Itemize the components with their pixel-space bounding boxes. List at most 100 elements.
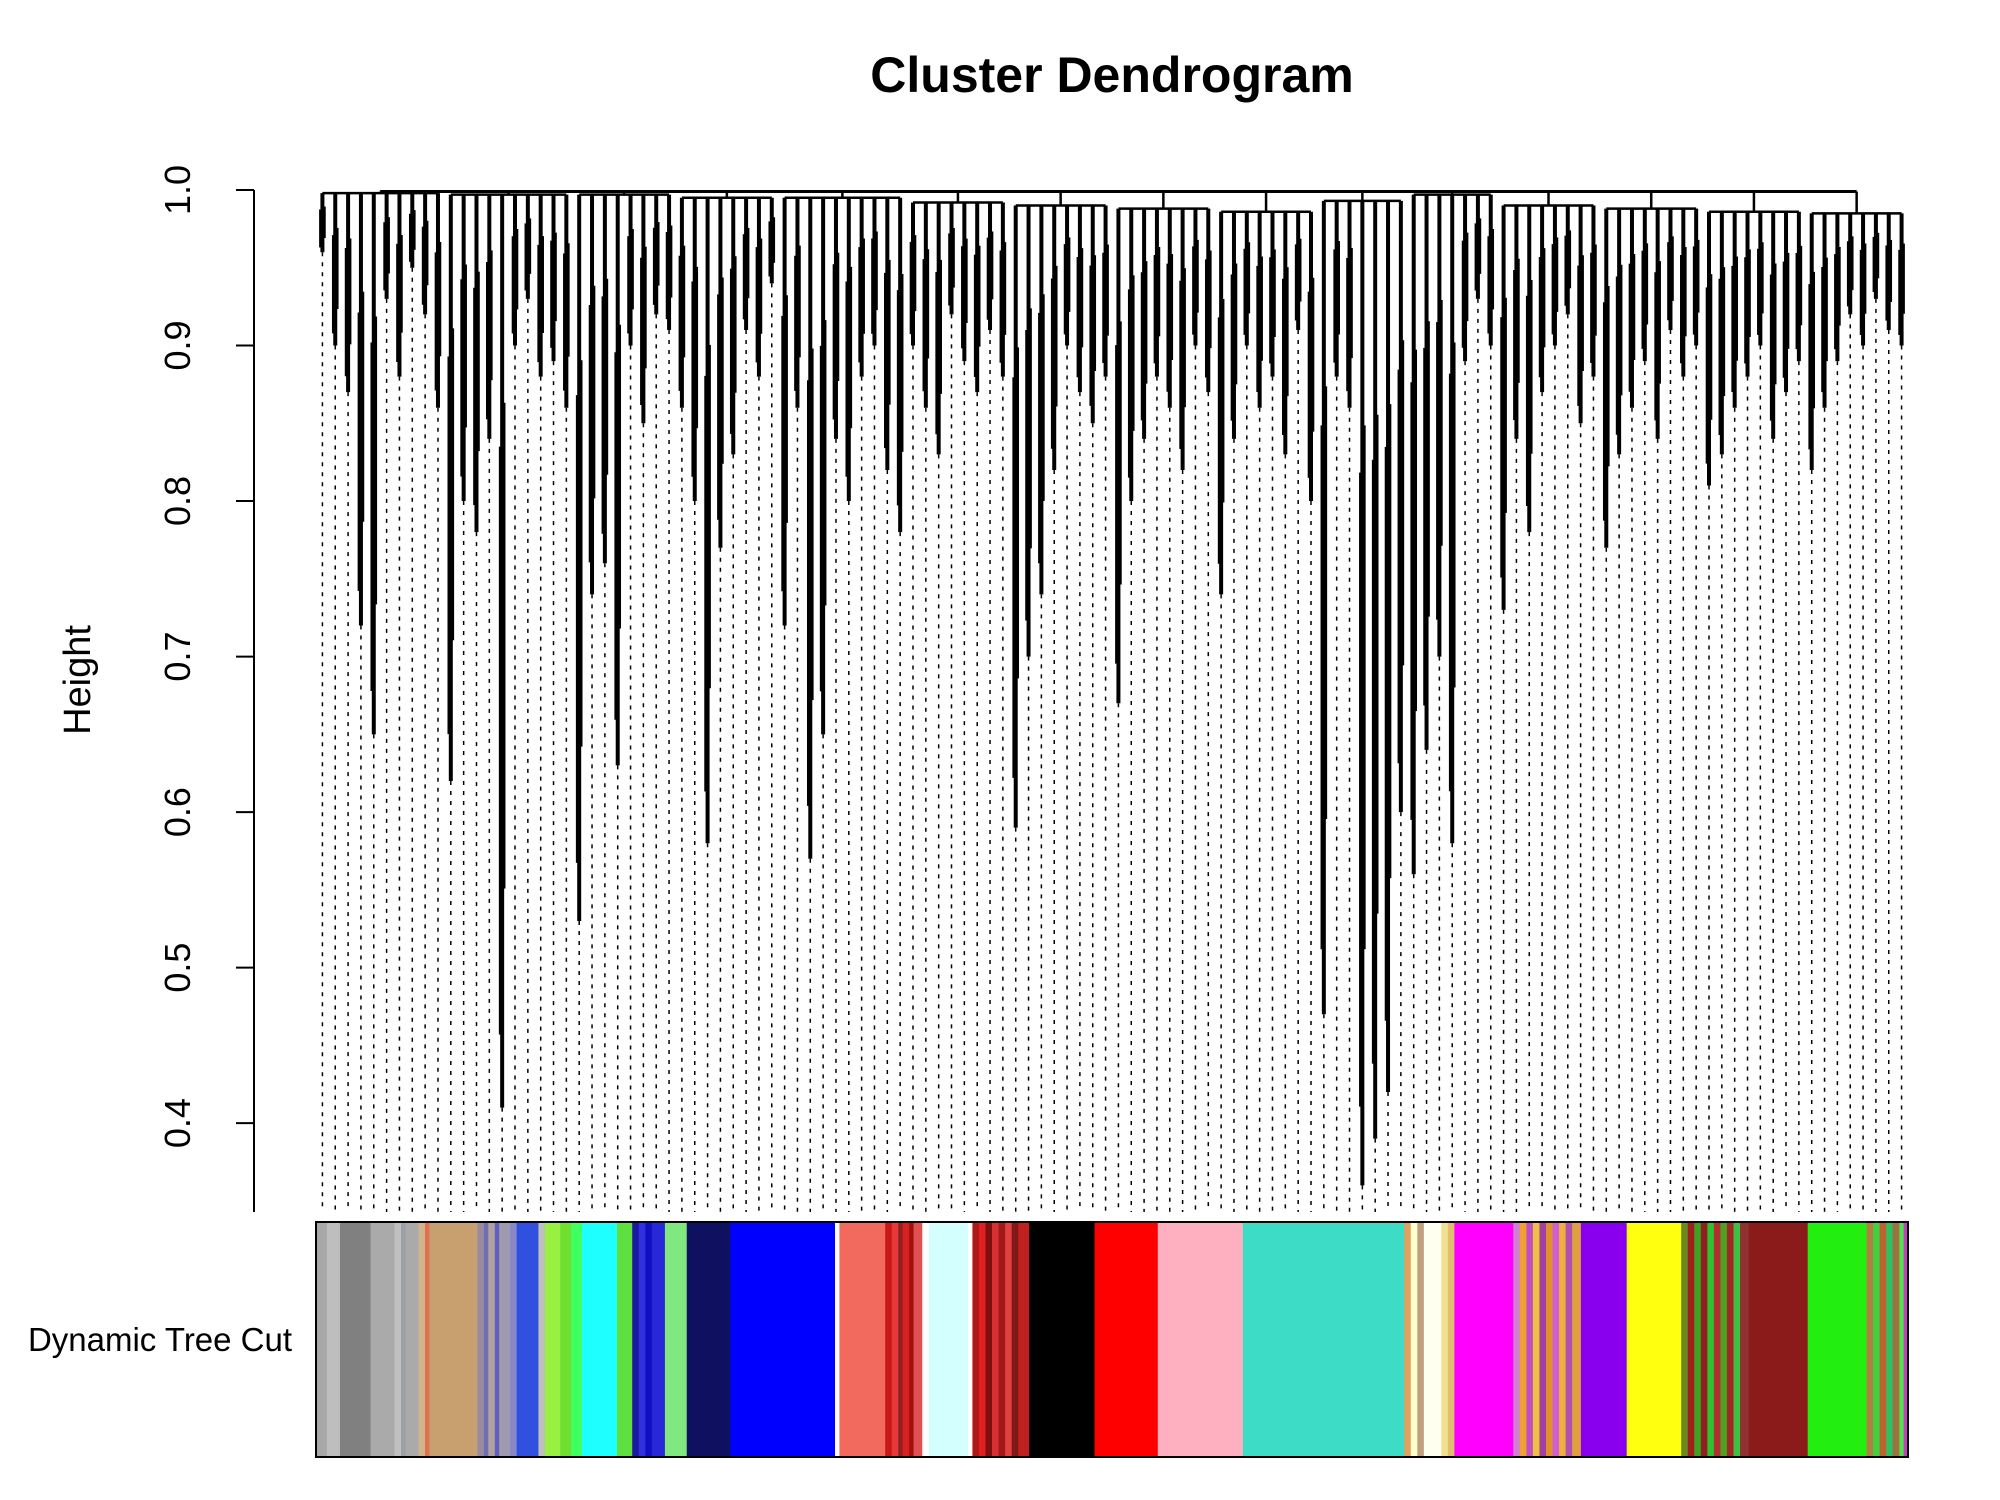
color-band <box>1242 1222 1405 1457</box>
color-band <box>418 1222 426 1457</box>
color-band <box>1029 1222 1096 1457</box>
color-band <box>582 1222 618 1457</box>
color-band <box>538 1222 546 1457</box>
color-band <box>1011 1222 1019 1457</box>
color-band <box>1423 1222 1442 1457</box>
color-band <box>1720 1222 1728 1457</box>
color-band <box>1899 1222 1905 1457</box>
color-band <box>1572 1222 1582 1457</box>
color-band <box>1733 1222 1741 1457</box>
color-band <box>928 1222 969 1457</box>
color-band <box>1094 1222 1159 1457</box>
color-band <box>488 1222 496 1457</box>
color-band <box>1545 1222 1554 1457</box>
color-band <box>1626 1222 1682 1457</box>
color-band <box>477 1222 485 1457</box>
color-band <box>645 1222 653 1457</box>
color-band <box>902 1222 910 1457</box>
color-band <box>1526 1222 1534 1457</box>
color-band <box>1681 1222 1689 1457</box>
color-band <box>1519 1222 1527 1457</box>
color-band <box>1713 1222 1722 1457</box>
color-band <box>922 1222 930 1457</box>
color-band <box>1700 1222 1708 1457</box>
color-band <box>909 1222 915 1457</box>
color-band <box>898 1222 904 1457</box>
y-axis-label: Height <box>57 625 99 735</box>
color-band <box>651 1222 666 1457</box>
color-band <box>560 1222 572 1457</box>
dynamic-tree-cut-color-row <box>316 1222 1909 1457</box>
color-band <box>1410 1222 1418 1457</box>
dendrogram-tree <box>319 190 1905 1186</box>
color-band <box>835 1222 840 1457</box>
color-band <box>1559 1222 1567 1457</box>
color-band <box>1892 1222 1900 1457</box>
color-band <box>1404 1222 1412 1457</box>
color-band <box>1552 1222 1560 1457</box>
color-band <box>394 1222 402 1457</box>
color-band <box>978 1222 987 1457</box>
color-band <box>1687 1222 1695 1457</box>
color-band <box>1879 1222 1887 1457</box>
color-band <box>1417 1222 1425 1457</box>
chart-title: Cluster Dendrogram <box>870 47 1353 103</box>
color-band <box>968 1222 974 1457</box>
color-band <box>1903 1222 1909 1457</box>
color-band <box>985 1222 993 1457</box>
color-band <box>1748 1222 1809 1457</box>
y-tick-label: 0.9 <box>157 320 198 370</box>
color-band <box>370 1222 396 1457</box>
color-band <box>1532 1222 1541 1457</box>
color-band <box>1018 1222 1030 1457</box>
color-band <box>686 1222 731 1457</box>
color-band <box>1726 1222 1735 1457</box>
color-band <box>664 1222 688 1457</box>
color-band <box>405 1222 420 1457</box>
color-band <box>1157 1222 1244 1457</box>
color-band <box>1873 1222 1881 1457</box>
y-tick-label: 0.8 <box>157 476 198 526</box>
color-band <box>1513 1222 1521 1457</box>
color-band <box>326 1222 341 1457</box>
color-band <box>913 1222 923 1457</box>
color-band <box>839 1222 886 1457</box>
color-band <box>1447 1222 1455 1457</box>
color-band <box>632 1222 640 1457</box>
color-band <box>972 1222 980 1457</box>
color-band <box>425 1222 431 1457</box>
color-band <box>1707 1222 1715 1457</box>
color-band <box>494 1222 500 1457</box>
color-band <box>616 1222 633 1457</box>
y-tick-label: 0.7 <box>157 632 198 682</box>
color-band <box>1866 1222 1874 1457</box>
color-band <box>571 1222 583 1457</box>
color-band <box>885 1222 893 1457</box>
color-band <box>339 1222 372 1457</box>
color-band <box>1694 1222 1702 1457</box>
color-band <box>483 1222 489 1457</box>
color-band <box>1886 1222 1894 1457</box>
y-tick-label: 0.5 <box>157 943 198 993</box>
color-band <box>516 1222 540 1457</box>
color-row-label: Dynamic Tree Cut <box>28 1321 292 1358</box>
color-band <box>510 1222 518 1457</box>
color-band <box>891 1222 899 1457</box>
color-band <box>1565 1222 1573 1457</box>
color-band <box>638 1222 646 1457</box>
dendrogram-guide-lines <box>321 252 1903 1212</box>
color-band <box>1454 1222 1514 1457</box>
color-band <box>429 1222 478 1457</box>
color-band <box>1441 1222 1449 1457</box>
color-band <box>730 1222 836 1457</box>
y-tick-label: 1.0 <box>157 165 198 215</box>
y-tick-label: 0.6 <box>157 787 198 837</box>
y-tick-label: 0.4 <box>157 1098 198 1148</box>
color-band <box>998 1222 1006 1457</box>
color-band <box>544 1222 561 1457</box>
color-band <box>992 1222 1000 1457</box>
color-band <box>499 1222 511 1457</box>
y-axis: 0.4 0.5 0.6 0.7 0.8 0.9 1.0 <box>157 165 255 1212</box>
color-row-frame <box>315 1221 1909 1458</box>
